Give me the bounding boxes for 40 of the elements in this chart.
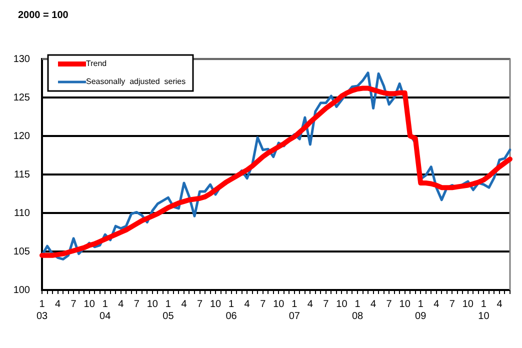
x-tick-label: 7 bbox=[449, 298, 456, 310]
y-tick-label: 120 bbox=[13, 130, 30, 142]
x-tick-label: 10 bbox=[462, 298, 474, 310]
y-tick-label: 105 bbox=[13, 246, 30, 258]
x-tick-label: 10 bbox=[399, 298, 411, 310]
x-tick-label: 10 bbox=[210, 298, 222, 310]
x-tick-label: 7 bbox=[196, 298, 203, 310]
y-tick-label: 110 bbox=[14, 208, 30, 219]
y-tick-label: 130 bbox=[13, 54, 30, 65]
x-tick-label: 7 bbox=[260, 298, 266, 310]
x-tick-label: 4 bbox=[307, 298, 314, 310]
x-tick-label: 1 05 bbox=[162, 298, 174, 322]
x-tick-label: 1 06 bbox=[226, 298, 238, 322]
y-tick-label: 115 bbox=[14, 169, 30, 180]
x-tick-label: 4 bbox=[54, 298, 61, 310]
x-tick-label: 1 07 bbox=[288, 298, 300, 322]
x-tick-label: 10 bbox=[84, 298, 96, 310]
x-tick-label: 1 04 bbox=[100, 298, 112, 322]
x-tick-label: 4 bbox=[434, 298, 440, 310]
y-tick-label: 125 bbox=[13, 92, 30, 104]
x-tick-label: 7 bbox=[134, 298, 140, 310]
x-tick-label: 10 bbox=[273, 298, 285, 310]
chart-title: 2000 = 100 bbox=[18, 10, 69, 21]
x-tick-label: 4 bbox=[118, 298, 124, 310]
legend-label: Seasonally adjusted series bbox=[86, 77, 186, 86]
x-tick-label: 10 bbox=[146, 298, 158, 310]
x-tick-label: 4 bbox=[496, 298, 503, 310]
x-tick-label: 4 bbox=[181, 298, 188, 310]
x-tick-label: 7 bbox=[70, 298, 77, 310]
x-tick-label: 4 bbox=[370, 298, 376, 310]
x-tick-label: 1 10 bbox=[478, 298, 490, 322]
y-tick-label: 100 bbox=[13, 284, 30, 296]
x-tick-label: 4 bbox=[244, 298, 250, 310]
x-tick-label: 1 09 bbox=[415, 298, 427, 322]
x-tick-label: 1 03 bbox=[36, 298, 48, 322]
legend-label: Trend bbox=[86, 59, 107, 68]
x-tick-label: 7 bbox=[323, 298, 330, 310]
x-tick-label: 7 bbox=[386, 298, 392, 310]
x-tick-label: 10 bbox=[336, 298, 348, 310]
x-tick-label: 1 08 bbox=[352, 298, 364, 322]
